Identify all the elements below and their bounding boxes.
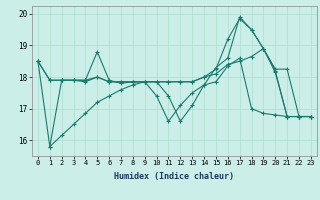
X-axis label: Humidex (Indice chaleur): Humidex (Indice chaleur) xyxy=(115,172,234,181)
